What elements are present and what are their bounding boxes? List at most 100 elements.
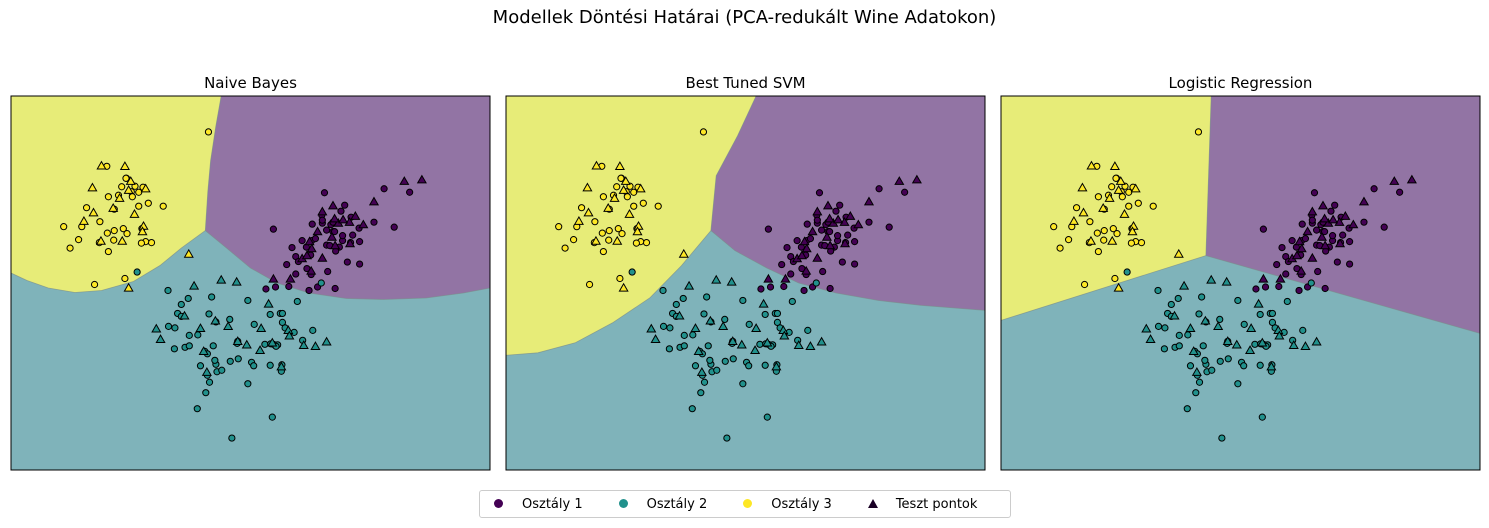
- test-point-class-3: [125, 176, 136, 185]
- legend-label-class-3: Osztály 3: [771, 496, 832, 512]
- train-point-class-2: [1201, 356, 1209, 364]
- train-point-class-3: [1094, 247, 1102, 256]
- legend-triangle-marker: [867, 499, 878, 508]
- test-point-class-1: [839, 238, 851, 248]
- test-point-class-2: [1288, 340, 1299, 349]
- test-point-class-1: [358, 219, 369, 229]
- train-point-class-1: [1273, 260, 1281, 269]
- train-point-class-1: [764, 225, 772, 233]
- train-point-class-1: [815, 189, 824, 197]
- test-point-class-2: [321, 336, 332, 346]
- train-point-class-3: [1094, 193, 1102, 201]
- test-point-class-2: [674, 310, 685, 320]
- train-point-class-3: [110, 227, 118, 235]
- test-point-class-2: [1169, 310, 1180, 320]
- train-point-class-3: [561, 244, 569, 252]
- test-point-class-1: [812, 252, 823, 262]
- train-point-class-3: [90, 280, 99, 289]
- train-point-class-3: [618, 230, 626, 238]
- train-point-class-1: [356, 238, 364, 246]
- test-point-class-3: [632, 226, 643, 236]
- train-point-class-2: [1234, 380, 1242, 388]
- train-point-class-2: [234, 355, 242, 363]
- test-point-class-1: [799, 236, 810, 246]
- test-point-class-3: [1078, 207, 1089, 217]
- test-point-class-1: [1302, 226, 1313, 236]
- train-point-class-1: [833, 232, 842, 240]
- test-point-class-3: [1173, 248, 1184, 258]
- subplot-logistic-regression: Logistic Regression: [1000, 74, 1481, 471]
- train-point-class-2: [1216, 315, 1224, 324]
- train-point-class-3: [1056, 244, 1064, 252]
- test-point-class-3: [140, 183, 151, 193]
- train-point-class-3: [585, 280, 594, 289]
- test-point-class-3: [1113, 282, 1124, 292]
- test-point-class-2: [276, 361, 287, 371]
- legend-item-test-points: Teszt pontok: [866, 497, 977, 512]
- test-point-class-2: [805, 341, 816, 350]
- train-point-class-2: [703, 293, 711, 301]
- train-point-class-2: [1199, 342, 1207, 350]
- train-point-class-3: [642, 239, 651, 247]
- train-point-class-3: [1100, 236, 1108, 244]
- test-point-class-2: [255, 345, 266, 354]
- train-point-class-3: [1111, 274, 1119, 283]
- train-point-class-2: [218, 366, 226, 374]
- test-point-class-2: [284, 330, 295, 340]
- test-point-class-1: [344, 216, 355, 226]
- test-point-class-3: [573, 215, 584, 225]
- train-point-class-1: [783, 243, 791, 252]
- test-point-class-1: [801, 243, 812, 253]
- subplot-title-logistic-regression: Logistic Regression: [1169, 74, 1313, 92]
- train-point-class-1: [757, 285, 765, 293]
- decision-boundary-c1_c2: [205, 230, 490, 300]
- train-point-class-3: [1080, 280, 1089, 289]
- test-point-class-1: [822, 200, 834, 210]
- train-point-class-1: [1298, 220, 1306, 228]
- test-point-class-2: [727, 336, 738, 345]
- test-point-class-1: [1316, 231, 1327, 241]
- test-point-class-3: [1113, 185, 1124, 194]
- test-point-class-1: [801, 265, 812, 275]
- train-point-class-2: [1251, 340, 1259, 348]
- test-point-class-3: [582, 182, 593, 192]
- test-point-class-1: [1319, 213, 1330, 223]
- test-point-class-3: [614, 161, 625, 170]
- test-point-class-2: [1231, 339, 1242, 349]
- test-point-class-1: [1334, 238, 1346, 248]
- train-point-class-2: [293, 297, 301, 306]
- train-point-class-2: [1186, 362, 1195, 370]
- test-point-class-2: [1185, 323, 1196, 333]
- train-point-class-1: [337, 207, 345, 215]
- train-point-class-2: [133, 268, 141, 276]
- legend-item-class-1: Osztály 1: [492, 497, 583, 512]
- test-point-class-2: [684, 280, 695, 290]
- train-point-class-2: [721, 315, 729, 324]
- train-point-class-3: [598, 229, 606, 237]
- test-point-class-3: [635, 183, 646, 193]
- train-point-class-2: [228, 434, 236, 442]
- train-point-class-2: [1154, 322, 1163, 330]
- train-point-class-1: [288, 243, 296, 252]
- train-point-class-3: [1125, 202, 1133, 210]
- test-point-class-1: [1294, 236, 1305, 246]
- test-point-class-2: [1257, 337, 1268, 347]
- test-point-class-1: [1348, 219, 1359, 229]
- decision-boundary-c3_c2: [506, 230, 712, 356]
- train-point-class-1: [298, 237, 306, 245]
- legend-circle-marker-class-2: [618, 499, 628, 508]
- train-point-class-1: [1252, 285, 1260, 293]
- test-point-class-3: [1104, 193, 1115, 202]
- train-point-class-3: [104, 193, 112, 201]
- train-point-class-2: [317, 279, 325, 287]
- train-point-class-2: [208, 293, 216, 301]
- train-point-class-2: [1160, 345, 1168, 353]
- train-point-class-1: [826, 284, 834, 293]
- train-point-class-3: [144, 199, 152, 207]
- test-point-class-1: [796, 250, 807, 260]
- train-point-class-2: [194, 331, 202, 339]
- train-point-class-2: [1216, 357, 1224, 365]
- train-point-class-1: [865, 218, 873, 226]
- train-point-class-2: [164, 322, 173, 330]
